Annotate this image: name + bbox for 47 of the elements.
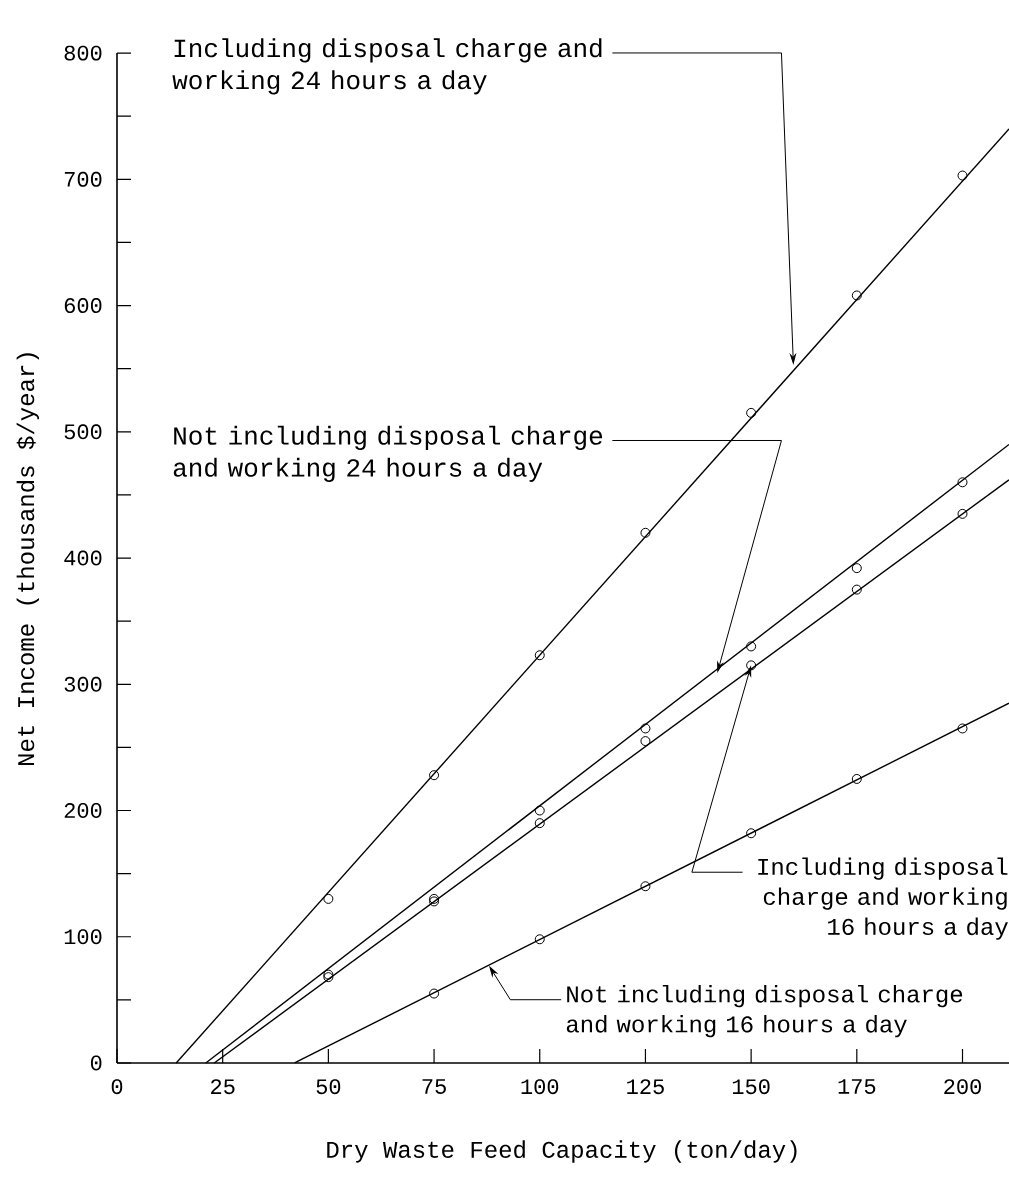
point bbox=[640, 723, 651, 734]
point bbox=[640, 881, 651, 892]
point bbox=[534, 805, 545, 816]
x-tick-label: 0 bbox=[111, 1079, 123, 1095]
x-tick-label: 100 bbox=[521, 1079, 559, 1095]
point bbox=[746, 660, 757, 671]
x-tick-label: 75 bbox=[422, 1079, 446, 1094]
x-tick-label: 50 bbox=[316, 1079, 341, 1095]
annotation: Including disposal charge and working 24 hours a day bbox=[172, 38, 602, 95]
y-axis-title: Net Income (thousands $/year) bbox=[16, 353, 39, 765]
point bbox=[429, 988, 440, 999]
annotation: Not including disposal charge and working 16 hours a day bbox=[566, 984, 963, 1038]
y-tick-label: 200 bbox=[64, 803, 102, 818]
point bbox=[851, 584, 862, 595]
point bbox=[534, 934, 545, 945]
point bbox=[429, 770, 440, 781]
y-tick-label: 800 bbox=[64, 45, 102, 61]
annotation: Including disposal charge and working 16 hours a day bbox=[758, 857, 1008, 940]
x-tick-label: 25 bbox=[211, 1079, 235, 1095]
point bbox=[640, 527, 651, 538]
y-tick-label: 700 bbox=[64, 171, 102, 187]
point bbox=[323, 893, 334, 904]
point bbox=[957, 508, 968, 519]
point bbox=[957, 477, 968, 488]
point bbox=[746, 407, 757, 418]
x-axis-title: Dry Waste Feed Capacity (ton/day) bbox=[327, 1140, 797, 1163]
point bbox=[851, 773, 862, 784]
x-tick-label: 150 bbox=[732, 1079, 770, 1095]
point bbox=[957, 170, 968, 181]
y-tick-label: 100 bbox=[64, 929, 102, 945]
point bbox=[640, 736, 651, 747]
point bbox=[746, 828, 757, 839]
point bbox=[534, 818, 545, 829]
point bbox=[851, 563, 862, 574]
point bbox=[534, 650, 545, 661]
point bbox=[746, 641, 757, 652]
x-tick-label: 175 bbox=[838, 1079, 876, 1094]
y-tick-label: 400 bbox=[64, 550, 102, 566]
y-tick-label: 600 bbox=[64, 298, 102, 314]
x-tick-label: 200 bbox=[944, 1079, 981, 1095]
y-tick-label: 0 bbox=[90, 1055, 102, 1071]
y-tick-label: 300 bbox=[64, 676, 102, 692]
point bbox=[957, 723, 968, 734]
x-tick-label: 125 bbox=[627, 1079, 664, 1095]
y-tick-label: 500 bbox=[64, 424, 102, 440]
point bbox=[851, 290, 862, 301]
annotation: Not including disposal charge and working 24 hours a day bbox=[173, 425, 603, 482]
